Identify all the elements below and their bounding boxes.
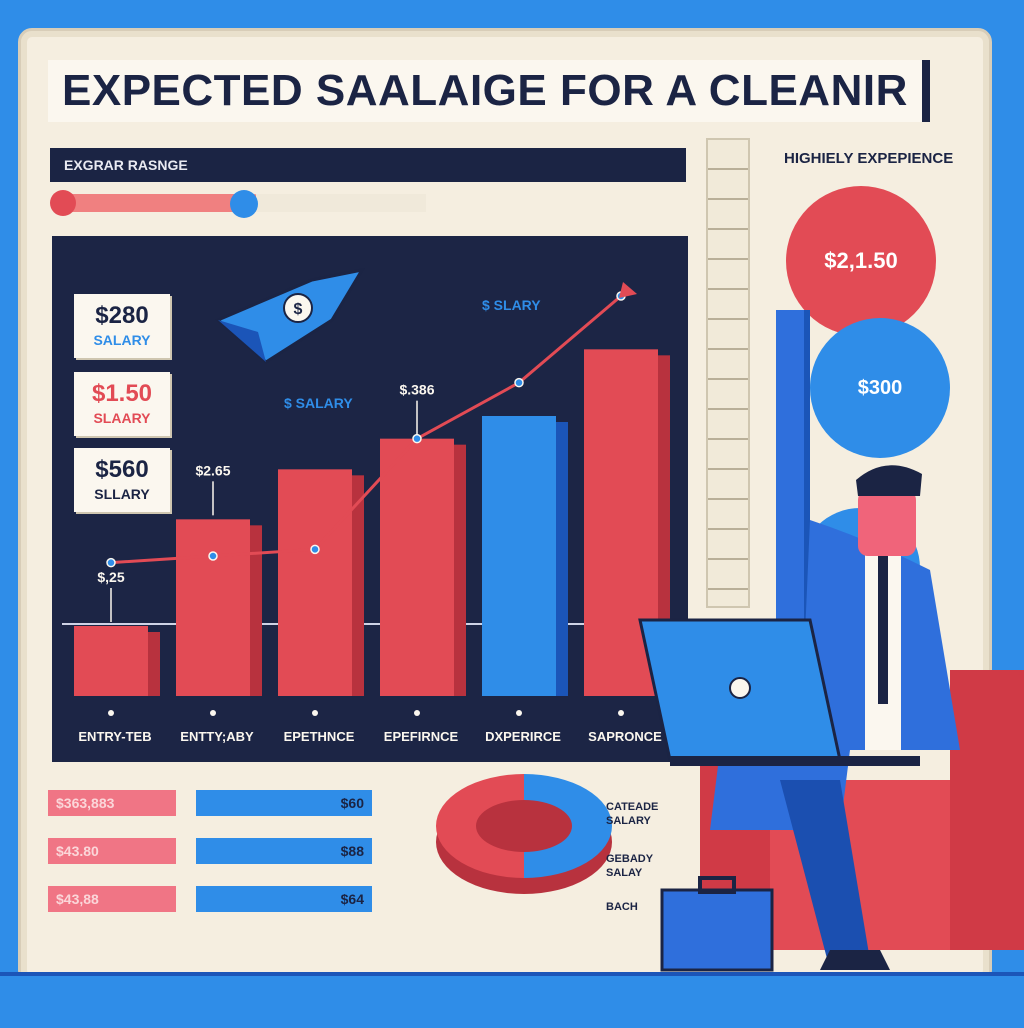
trend-point: [208, 551, 218, 561]
laptop-logo-icon: [729, 677, 751, 699]
x-tick-label: EPEFIRNCE: [384, 729, 459, 744]
salary-tag-2: $ SLARY: [482, 297, 541, 313]
donut-chart: [436, 774, 612, 894]
floor: [0, 972, 1024, 1028]
salary-label-box-2: $1.50 SLAARY: [74, 372, 170, 436]
range-slider-min-handle[interactable]: [50, 190, 76, 216]
x-tick-dot: [618, 710, 624, 716]
bar-side-6: [658, 355, 670, 696]
range-slider-empty: [256, 194, 426, 212]
bar-side-4: [454, 444, 466, 696]
bar-4: [380, 438, 454, 696]
bar-data-label: $.386: [399, 382, 434, 398]
x-tick-label: DXPERIRCE: [485, 729, 561, 744]
range-bar-red-1: $363,883: [48, 790, 176, 816]
donut-slice-red: [436, 774, 524, 878]
range-slider-track[interactable]: [52, 194, 262, 212]
salary-label-sub: SALARY: [93, 332, 151, 348]
ruler-decoration: [706, 138, 750, 608]
legend-line: BACH: [606, 901, 638, 913]
range-bar-blue-1: $60: [196, 790, 372, 816]
page-title: EXPECTED SAALAIGE FOR A CLEANIR: [48, 60, 930, 122]
salary-label-amount: $280: [95, 302, 149, 329]
trend-line: [110, 294, 622, 565]
range-bar-red-3: $43,88: [48, 886, 176, 912]
bar-chart-panel: $ $ SALARY $ SLARY ENTRY-TEB $,25 ENTTY;AB…: [52, 236, 688, 762]
bar-1: [74, 626, 148, 696]
x-tick-dot: [312, 710, 318, 716]
legend-item-2: GEBADY SALAY: [606, 852, 653, 880]
salary-label-amount: $1.50: [91, 380, 153, 407]
bar-data-label: $2.65: [195, 462, 230, 478]
legend-line: SALAY: [606, 867, 643, 879]
bar-side-1: [148, 632, 160, 696]
salary-label-amount: $560: [95, 456, 149, 483]
x-tick-label: SAPRONCE: [588, 729, 662, 744]
trend-arrow-icon: [619, 282, 637, 298]
bar-3: [278, 469, 352, 696]
x-tick-dot: [414, 710, 420, 716]
blue-value-circle: $300: [810, 318, 950, 458]
legend-line: GEBADY: [606, 853, 654, 865]
range-slider-max-handle[interactable]: [230, 190, 258, 218]
bar-side-3: [352, 475, 364, 696]
salary-label-sub: SLLARY: [94, 486, 150, 502]
legend-item-3: BACH: [606, 900, 638, 914]
blue-circle-value: $300: [857, 377, 903, 399]
hair: [856, 465, 922, 496]
trend-point: [412, 433, 422, 444]
x-tick-dot: [108, 710, 114, 716]
salary-label-sub: SLAARY: [93, 410, 151, 426]
bar-2: [176, 519, 250, 696]
x-tick-label: ENTTY;ABY: [180, 729, 254, 744]
person-illustration: [638, 465, 1024, 972]
range-bar-red-2: $43.80: [48, 838, 176, 864]
tie: [878, 554, 888, 704]
shoe: [820, 950, 890, 970]
salary-label-box-3: $560 SLLARY: [74, 448, 170, 512]
briefcase-icon: [660, 888, 774, 972]
salary-tag-1: $ SALARY: [284, 395, 353, 411]
trend-point: [310, 544, 320, 555]
range-bar: EXGRAR RASNGE: [50, 148, 686, 182]
x-tick-label: EPETHNCE: [284, 729, 355, 744]
bar-data-label: $,25: [97, 569, 124, 585]
bar-5: [482, 416, 556, 696]
blue-post-decoration: [776, 310, 810, 630]
bar-chart: $ $ SALARY $ SLARY ENTRY-TEB $,25 ENTTY;AB…: [62, 267, 682, 744]
money-envelope-icon: $: [215, 267, 366, 364]
bar-side-5: [556, 422, 568, 696]
donut-slice-blue: [524, 774, 612, 878]
trend-point: [514, 377, 524, 388]
salary-label-box-1: $280 SALARY: [74, 294, 170, 358]
legend-item-1: CATEADE SALARY: [606, 800, 658, 828]
legend-line: CATEADE: [606, 801, 659, 813]
bar-side-2: [250, 525, 262, 696]
x-tick-dot: [516, 710, 522, 716]
range-bar-blue-3: $64: [196, 886, 372, 912]
red-value-circle: $2,1.50: [786, 186, 936, 336]
legend-line: SALARY: [606, 815, 651, 827]
red-circle-value: $2,1.50: [824, 248, 898, 273]
money-icon-symbol: $: [294, 301, 303, 318]
head: [858, 490, 916, 556]
x-tick-dot: [210, 710, 216, 716]
experience-heading: HIGHIELY EXPEPIENCE: [784, 150, 954, 167]
trend-point: [106, 557, 116, 568]
range-bar-blue-2: $88: [196, 838, 372, 864]
x-tick-label: ENTRY-TEB: [78, 729, 151, 744]
